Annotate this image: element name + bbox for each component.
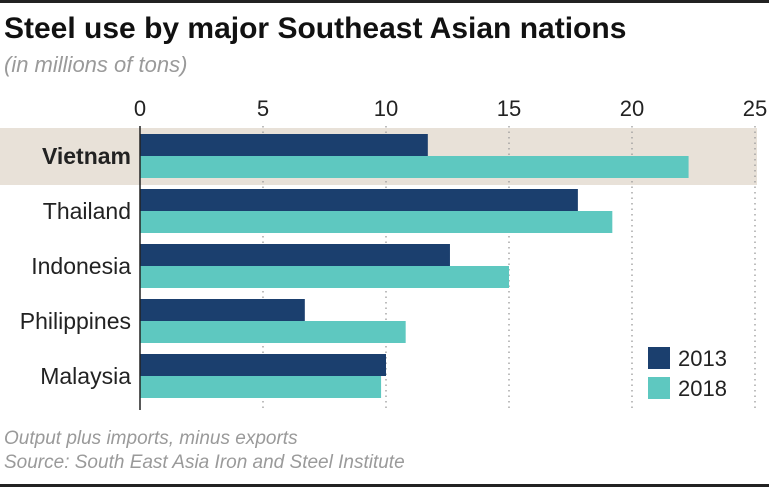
x-tick-label: 25 [743,96,767,121]
bar-2018 [140,156,689,178]
bar-2018 [140,321,406,343]
category-label: Malaysia [40,363,131,389]
bar-2013 [140,244,450,266]
bar-2018 [140,376,382,398]
legend-swatch-2013 [648,347,670,369]
category-label: Vietnam [42,143,131,169]
bar-2013 [140,299,305,321]
x-tick-label: 10 [374,96,398,121]
x-tick-label: 20 [620,96,644,121]
bottom-rule [0,484,769,487]
source-note: Source: South East Asia Iron and Steel I… [4,452,405,473]
chart-title: Steel use by major Southeast Asian natio… [4,12,627,45]
bar-2013 [140,134,428,156]
chart-subtitle: (in millions of tons) [4,52,188,77]
x-tick-label: 5 [257,96,269,121]
legend-swatch-2018 [648,377,670,399]
category-label: Philippines [20,308,131,334]
footnote: Output plus imports, minus exports [4,428,298,449]
category-label: Thailand [43,198,131,224]
x-tick-label: 0 [134,96,146,121]
legend-label: 2018 [678,376,727,401]
bar-2018 [140,266,509,288]
top-rule [0,0,769,3]
category-label: Indonesia [31,253,131,279]
legend-label: 2013 [678,346,727,371]
x-tick-label: 15 [497,96,521,121]
bar-2013 [140,189,578,211]
bar-2018 [140,211,613,233]
bar-2013 [140,354,386,376]
